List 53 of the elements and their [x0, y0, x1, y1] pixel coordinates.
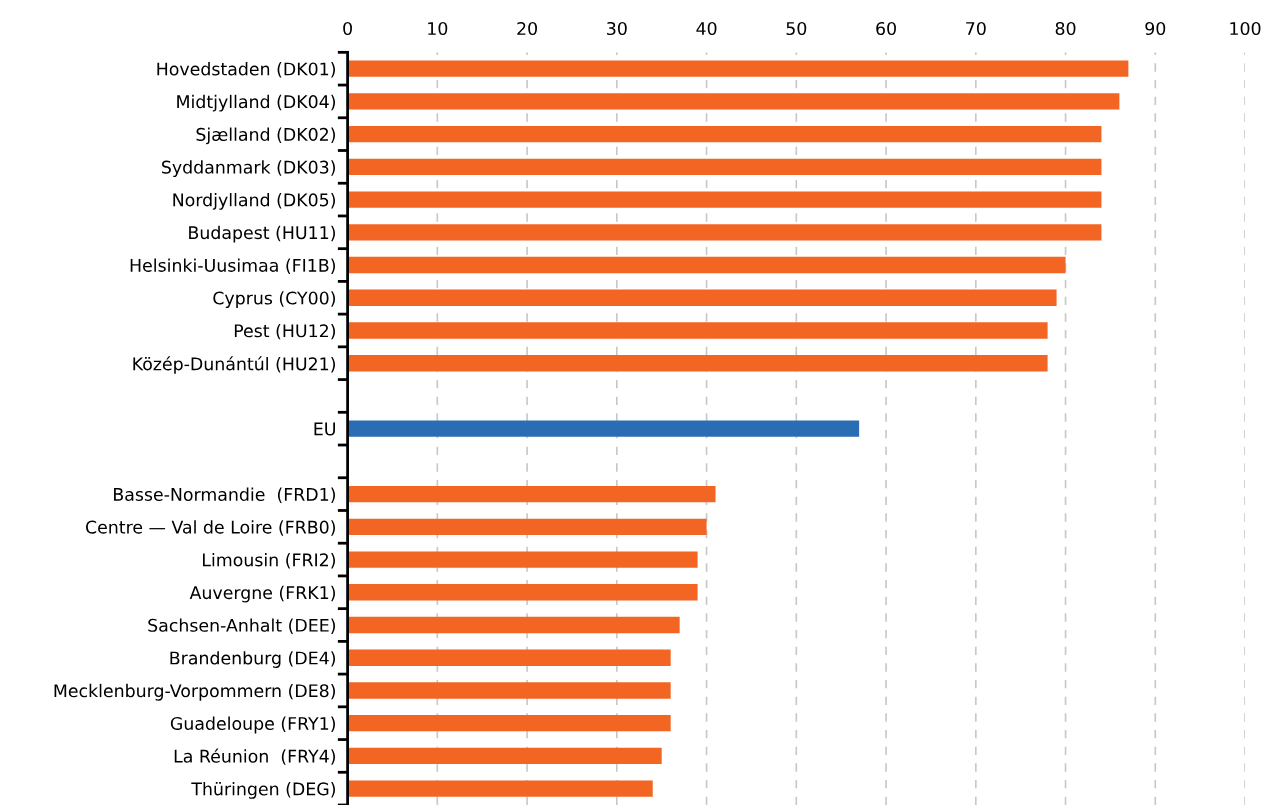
- y-tick-label: Limousin (FRI2): [203, 552, 335, 569]
- x-tick-label: 100: [1230, 21, 1261, 36]
- y-tick-label: Mecklenburg-Vorpommern (DE8): [54, 683, 335, 701]
- y-tick-label: Basse-Normandie (FRD1): [114, 487, 335, 503]
- x-tick-label: 20: [517, 21, 537, 36]
- x-tick-label: 90: [1145, 21, 1166, 36]
- x-tick-label: 0: [343, 21, 352, 36]
- x-tick-label: 40: [696, 21, 717, 36]
- bar: [347, 60, 1129, 77]
- bar: [347, 322, 1048, 339]
- x-tick-label: 70: [966, 21, 986, 36]
- x-tick-label: 10: [428, 21, 448, 36]
- y-tick-label: Budapest (HU11): [189, 225, 335, 243]
- bar: [347, 224, 1102, 241]
- y-tick-label: Midtjylland (DK04): [177, 94, 335, 112]
- bar: [347, 158, 1102, 176]
- y-tick-label: Auvergne (FRK1): [189, 585, 335, 603]
- y-tick-label: Brandenburg (DE4): [170, 651, 335, 668]
- bar: [347, 256, 1066, 274]
- y-tick-label: La Réunion (FRY4): [174, 748, 335, 765]
- bar: [347, 584, 698, 601]
- y-tick-label: Centre — Val de Loire (FRB0): [85, 520, 335, 536]
- x-tick-label: 30: [607, 21, 627, 36]
- y-tick-label: Cyprus (CY00): [213, 291, 335, 308]
- y-tick-label: Guadeloupe (FRY1): [170, 716, 335, 734]
- x-tick-label: 50: [786, 21, 807, 36]
- bar: [347, 93, 1120, 110]
- y-tick-label: Sjælland (DK02): [196, 127, 335, 145]
- y-tick-label: EU: [314, 422, 335, 436]
- bar: [347, 649, 671, 666]
- y-tick-label: Pest (HU12): [234, 323, 335, 340]
- x-tick-label: 80: [1055, 21, 1076, 36]
- x-tick-label: 60: [876, 21, 896, 36]
- bar: [347, 420, 860, 437]
- bar: [347, 355, 1048, 372]
- y-tick-label: Közép-Dunántúl (HU21): [133, 356, 335, 374]
- y-tick-label: Hovedstaden (DK01): [157, 62, 335, 78]
- y-tick-label: Nordjylland (DK05): [173, 192, 335, 210]
- bar: [347, 485, 716, 503]
- bar: [347, 518, 707, 536]
- bar: [347, 616, 680, 634]
- bar: [347, 780, 653, 797]
- y-tick-label: Helsinki-Uusimaa (FI1B): [130, 258, 335, 274]
- y-tick-label: Syddanmark (DK03): [162, 160, 335, 178]
- bar: [347, 551, 698, 568]
- bar: [347, 747, 662, 765]
- bar: [347, 191, 1102, 208]
- bar: [347, 715, 671, 732]
- bar: [347, 125, 1102, 143]
- bar: [347, 682, 671, 699]
- bar: [347, 289, 1057, 306]
- y-tick-label: Sachsen-Anhalt (DEE): [148, 618, 335, 634]
- y-tick-label: Thüringen (DEG): [191, 782, 335, 799]
